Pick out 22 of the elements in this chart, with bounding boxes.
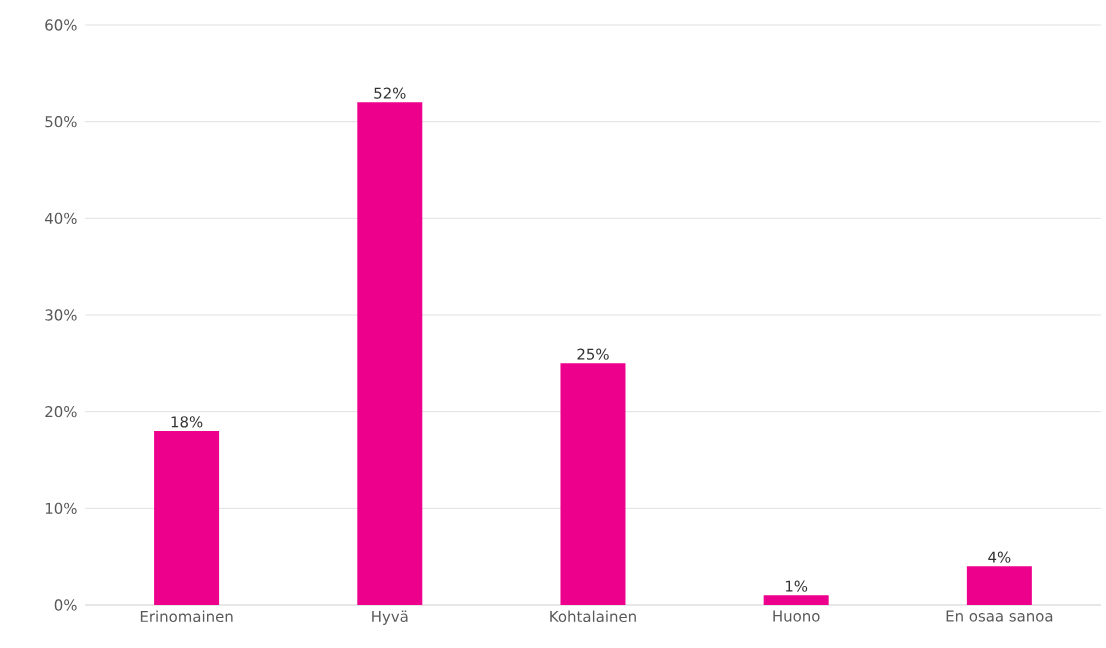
y-tick-label: 60%: [45, 19, 77, 31]
x-tick-label: Huono: [773, 610, 820, 622]
data-label: 52%: [374, 87, 406, 99]
bar: [357, 102, 423, 605]
y-tick-label: 40%: [45, 212, 77, 224]
x-tick-label: Erinomainen: [140, 610, 233, 623]
y-tick-label: 50%: [45, 116, 77, 128]
bar: [763, 595, 829, 605]
y-tick-label: 20%: [45, 406, 77, 418]
bar: [966, 566, 1032, 605]
data-label: 18%: [171, 416, 203, 428]
data-label: 25%: [577, 348, 609, 360]
y-tick-label: 0%: [54, 599, 77, 611]
y-tick-label: 10%: [45, 502, 77, 514]
y-tick-label: 30%: [45, 309, 77, 321]
x-tick-label: Kohtalainen: [550, 610, 636, 623]
data-label: 4%: [988, 551, 1011, 563]
x-tick-label: Hyvä: [372, 610, 408, 625]
x-tick-label: En osaa sanoa: [946, 610, 1053, 622]
bar: [154, 431, 220, 605]
data-label: 1%: [785, 580, 808, 592]
bar: [560, 363, 626, 605]
